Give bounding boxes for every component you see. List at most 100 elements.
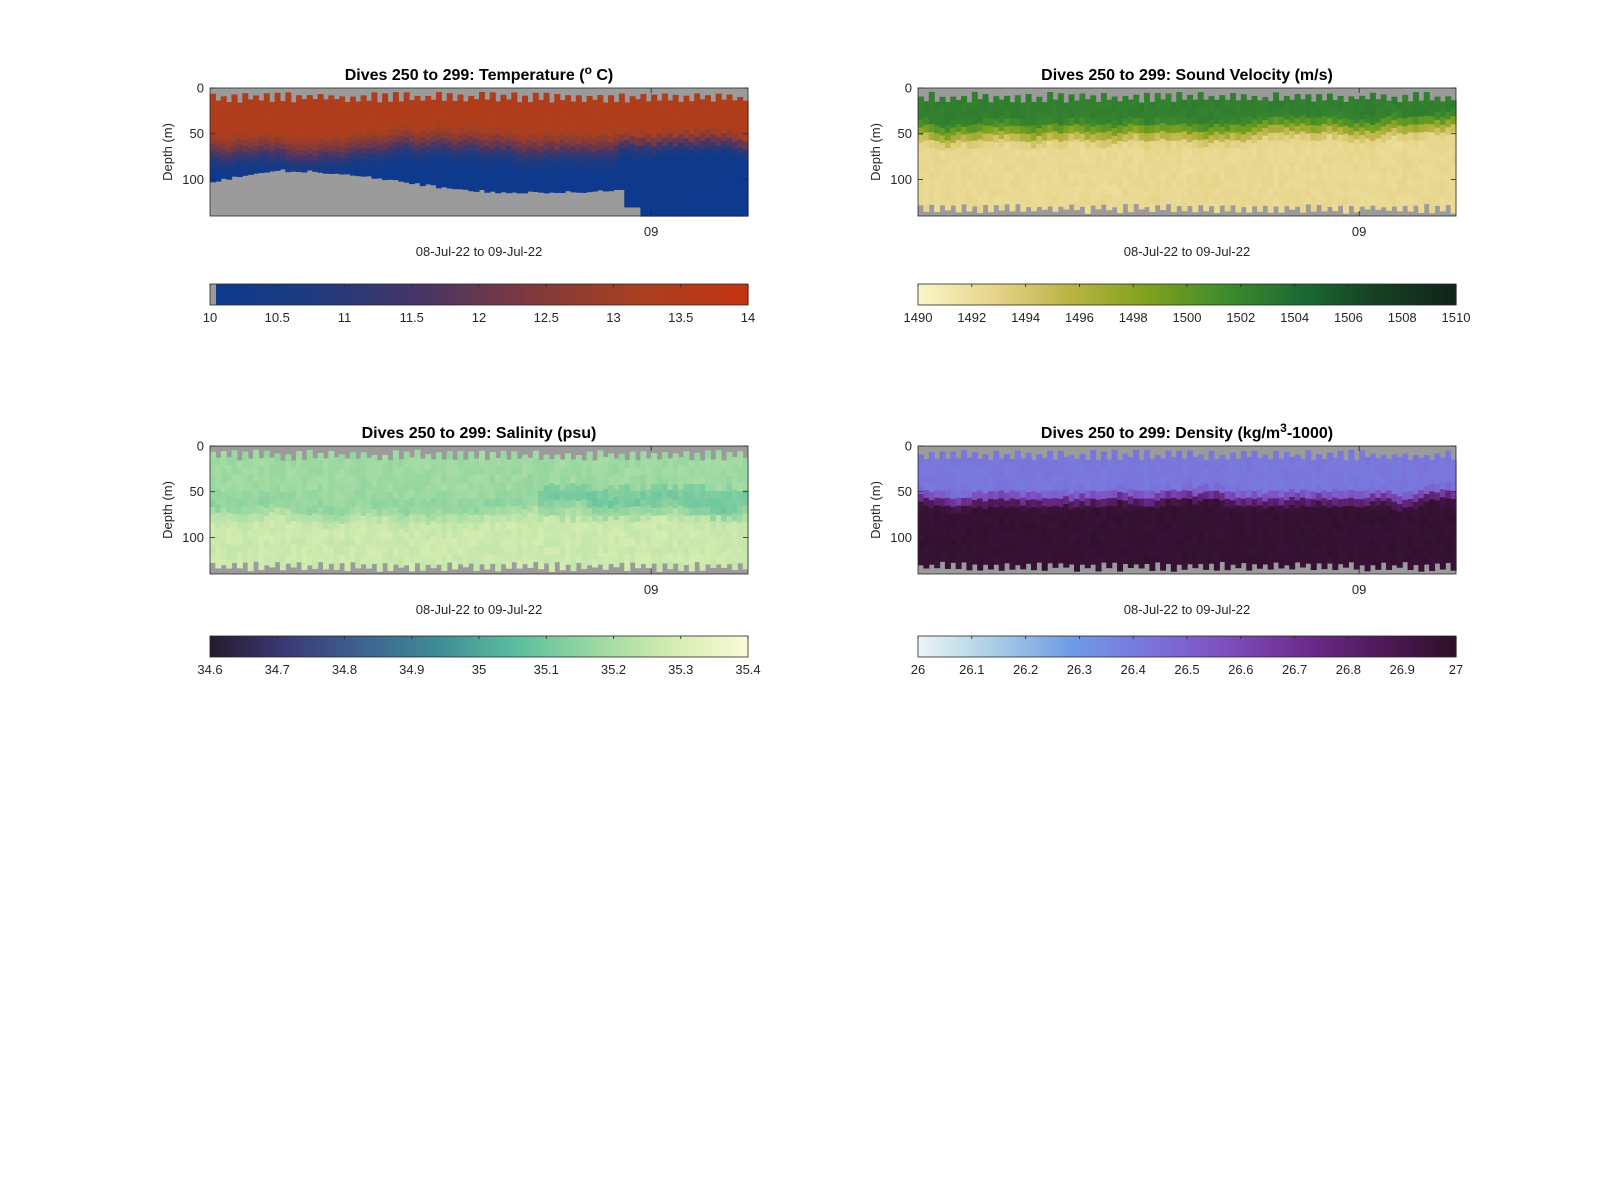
data-cell xyxy=(737,156,744,166)
data-cell xyxy=(656,117,663,126)
data-cell xyxy=(382,111,389,119)
data-cell xyxy=(317,546,324,555)
data-cell xyxy=(392,482,399,492)
data-cell xyxy=(548,160,555,168)
data-cell xyxy=(661,102,668,112)
data-cell xyxy=(419,124,426,132)
data-cell xyxy=(414,473,421,483)
data-cell xyxy=(971,539,978,549)
data-cell xyxy=(306,532,313,541)
data-cell xyxy=(226,465,233,474)
data-cell xyxy=(581,560,588,570)
data-cell xyxy=(608,500,615,510)
data-cell xyxy=(505,126,512,134)
data-cell xyxy=(656,459,663,469)
data-cell xyxy=(1063,170,1070,180)
data-cell xyxy=(554,93,561,102)
data-cell xyxy=(296,530,303,539)
data-cell xyxy=(977,554,984,563)
data-cell xyxy=(1138,163,1145,172)
colorbar-segment xyxy=(1169,284,1175,305)
data-cell xyxy=(710,134,717,144)
data-cell xyxy=(640,146,647,156)
data-cell xyxy=(548,499,555,508)
data-cell xyxy=(672,508,679,517)
colorbar-segment xyxy=(353,636,359,657)
data-cell xyxy=(457,475,464,484)
data-cell xyxy=(484,561,491,570)
colorbar-segment xyxy=(227,284,234,305)
data-cell xyxy=(1310,171,1317,181)
data-cell xyxy=(704,523,711,533)
data-cell xyxy=(398,129,405,137)
data-cell xyxy=(226,107,233,114)
data-cell xyxy=(950,104,957,113)
data-cell xyxy=(371,92,378,100)
data-cell xyxy=(1030,101,1037,111)
data-cell xyxy=(977,180,984,189)
data-cell xyxy=(624,507,631,516)
data-cell xyxy=(403,467,410,477)
data-cell xyxy=(1133,133,1140,142)
data-cell xyxy=(586,95,593,104)
data-cell xyxy=(966,473,973,483)
data-cell xyxy=(613,114,620,122)
colorbar-segment xyxy=(582,284,588,305)
data-cell xyxy=(371,123,378,130)
colorbar-segment xyxy=(438,636,444,657)
data-cell xyxy=(731,133,738,143)
data-cell xyxy=(565,484,572,494)
data-cell xyxy=(1396,102,1403,111)
data-cell xyxy=(661,128,668,138)
data-cell xyxy=(1004,172,1011,182)
data-cell xyxy=(1079,109,1086,119)
data-cell xyxy=(721,166,728,176)
data-cell xyxy=(333,553,340,562)
data-cell xyxy=(247,142,254,149)
data-cell xyxy=(559,459,566,468)
data-cell xyxy=(928,468,935,477)
data-cell xyxy=(296,498,303,507)
data-cell xyxy=(387,129,394,136)
data-cell xyxy=(613,473,620,483)
data-cell xyxy=(672,476,679,486)
data-cell xyxy=(1386,116,1393,125)
data-cell xyxy=(532,498,539,507)
data-cell xyxy=(1047,132,1054,142)
data-cell xyxy=(247,522,254,532)
data-cell xyxy=(1047,92,1054,101)
data-cell xyxy=(543,547,550,556)
data-cell xyxy=(435,105,442,114)
data-cell xyxy=(484,152,491,160)
data-cell xyxy=(1230,156,1237,166)
data-cell xyxy=(349,107,356,114)
data-cell xyxy=(419,458,426,468)
data-cell xyxy=(923,132,930,142)
data-cell xyxy=(231,450,238,459)
data-cell xyxy=(1305,172,1312,181)
data-cell xyxy=(597,507,604,516)
data-cell xyxy=(586,150,593,158)
data-cell xyxy=(387,123,394,131)
data-cell xyxy=(1283,197,1290,207)
colorbar-segment xyxy=(680,284,686,305)
data-cell xyxy=(661,111,668,121)
data-cell xyxy=(1154,148,1161,158)
data-cell xyxy=(425,158,432,166)
data-cell xyxy=(591,138,598,147)
data-cell xyxy=(215,536,222,545)
data-cell xyxy=(360,153,367,160)
data-cell xyxy=(1402,134,1409,143)
data-cell xyxy=(1030,553,1037,563)
data-cell xyxy=(1197,148,1204,157)
data-cell xyxy=(290,468,297,477)
data-cell xyxy=(645,199,652,209)
data-cell xyxy=(279,499,286,508)
data-cell xyxy=(1353,115,1360,124)
data-cell xyxy=(468,170,475,178)
data-cell xyxy=(624,538,631,548)
data-cell xyxy=(242,506,249,516)
data-cell xyxy=(435,98,442,107)
data-cell xyxy=(928,476,935,485)
data-cell xyxy=(987,506,994,516)
